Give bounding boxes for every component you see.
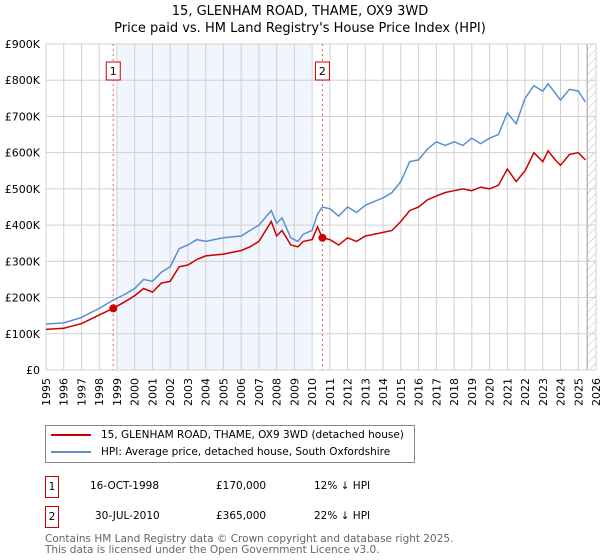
hpi-line	[45, 82, 587, 325]
x-tick-label: 2019	[466, 378, 479, 406]
x-tick-label: 2017	[430, 378, 443, 406]
x-tick-label: 2026	[590, 378, 600, 406]
ownership-period-shade	[116, 44, 313, 370]
x-tick-label: 2001	[146, 378, 159, 406]
footer-licence: This data is licensed under the Open Gov…	[45, 544, 380, 556]
y-tick-label: £500K	[5, 183, 41, 196]
transaction-row: 1 16-OCT-1998 £170,000 12% ↓ HPI	[45, 476, 445, 498]
x-tick-label: 2005	[217, 378, 230, 406]
y-tick-label: £300K	[5, 255, 41, 268]
x-tick-label: 2012	[342, 378, 355, 406]
x-tick-label: 2015	[395, 378, 408, 406]
x-tick-label: 1996	[58, 378, 71, 406]
y-tick-label: £700K	[5, 110, 41, 123]
transaction-marker: 2	[45, 506, 59, 528]
legend-hpi: HPI: Average price, detached house, Sout…	[101, 446, 391, 458]
footer-copyright: Contains HM Land Registry data © Crown c…	[45, 533, 454, 545]
transaction-hpi-diff: 22% ↓ HPI	[314, 510, 371, 522]
y-tick-label: £400K	[5, 219, 41, 232]
x-tick-label: 1998	[93, 378, 106, 406]
sale-label: 1	[110, 65, 117, 78]
y-tick-label: £600K	[5, 147, 41, 160]
transaction-marker: 1	[45, 476, 59, 498]
x-tick-label: 2002	[164, 378, 177, 406]
x-tick-label: 1997	[75, 378, 88, 406]
sale-point	[109, 304, 118, 313]
sale-label-box	[314, 61, 330, 81]
future-hatch	[587, 44, 596, 370]
transaction-date: 16-OCT-1998	[90, 480, 159, 492]
x-tick-label: 2022	[519, 378, 532, 406]
price-chart: 1 2 1995 1996 1997 1998 1999 2000 2001 2002 2003 20…	[5, 38, 600, 406]
legend: 15, GLENHAM ROAD, THAME, OX9 3WD (detach…	[45, 425, 415, 463]
x-tick-label: 2010	[306, 378, 319, 406]
chart-title: 15, GLENHAM ROAD, THAME, OX9 3WD	[171, 4, 429, 19]
sale-point	[318, 233, 327, 242]
legend-property: 15, GLENHAM ROAD, THAME, OX9 3WD (detach…	[101, 429, 404, 441]
x-tick-label: 2020	[484, 378, 497, 406]
x-tick-label: 2000	[129, 378, 142, 406]
transaction-hpi-diff: 12% ↓ HPI	[314, 480, 371, 492]
x-tick-label: 2003	[182, 378, 195, 406]
x-tick-label: 2021	[501, 378, 514, 406]
blue-line-swatch	[51, 451, 91, 453]
transaction-price: £365,000	[216, 510, 267, 522]
x-tick-label: 2007	[253, 378, 266, 406]
x-tick-label: 2024	[555, 378, 568, 406]
x-tick-label: 2011	[324, 378, 337, 406]
sale-label-box	[105, 61, 121, 81]
y-tick-label: £100K	[5, 328, 41, 341]
x-tick-label: 2014	[377, 378, 390, 406]
property-price-line	[45, 149, 586, 331]
y-tick-label: £900K	[5, 38, 41, 51]
chart-subtitle: Price paid vs. HM Land Registry's House …	[114, 21, 486, 36]
x-tick-label: 2016	[413, 378, 426, 406]
red-line-swatch	[51, 434, 91, 436]
x-tick-label: 2025	[572, 378, 585, 406]
x-tick-label: 1999	[111, 378, 124, 406]
x-tick-label: 1995	[40, 378, 53, 406]
sale-label: 2	[319, 65, 326, 78]
x-tick-label: 2008	[271, 378, 284, 406]
x-tick-label: 2023	[537, 378, 550, 406]
x-tick-label: 2004	[200, 378, 213, 406]
y-tick-label: £800K	[5, 74, 41, 87]
transaction-row: 2 30-JUL-2010 £365,000 22% ↓ HPI	[45, 506, 445, 528]
x-tick-label: 2006	[235, 378, 248, 406]
transaction-price: £170,000	[216, 480, 267, 492]
x-tick-label: 2013	[359, 378, 372, 406]
transaction-date: 30-JUL-2010	[95, 510, 160, 522]
x-tick-label: 2018	[448, 378, 461, 406]
x-tick-label: 2009	[288, 378, 301, 406]
y-tick-label: £0	[26, 364, 40, 377]
y-tick-label: £200K	[5, 292, 41, 305]
